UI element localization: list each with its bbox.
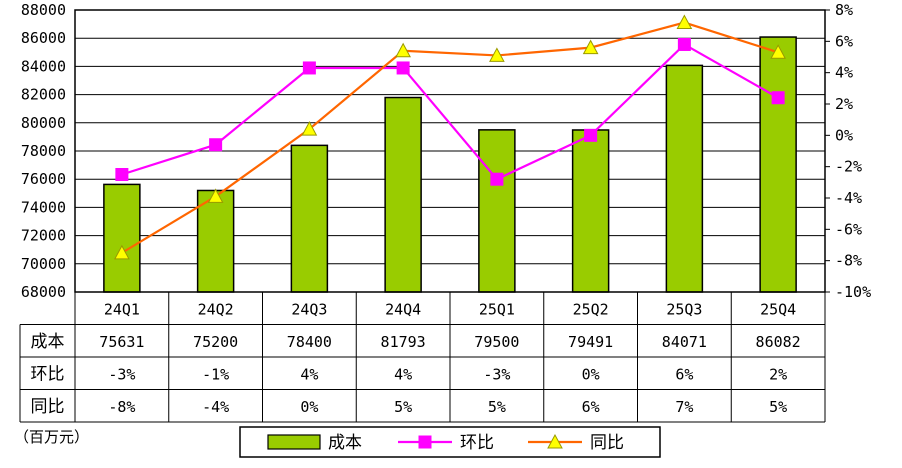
point-qoq xyxy=(490,172,504,186)
point-qoq xyxy=(771,91,785,105)
legend-swatch-cost xyxy=(267,434,321,450)
table-cell: 4% xyxy=(394,365,412,383)
table-cell: -1% xyxy=(202,365,229,383)
table-cell: -3% xyxy=(483,365,510,383)
table-cell: 75631 xyxy=(99,333,144,351)
table-cell: 4% xyxy=(300,365,318,383)
line-qoq xyxy=(121,43,779,181)
category-label: 24Q1 xyxy=(104,300,140,318)
left-axis-ticks: 68000 70000 72000 74000 76000 78000 80000 82000… xyxy=(21,1,66,301)
point-qoq xyxy=(584,128,598,142)
table-row-label: 成本 xyxy=(31,332,65,352)
bar xyxy=(665,64,704,293)
left-tick-label: 82000 xyxy=(21,86,66,104)
table-cell: 5% xyxy=(394,398,412,416)
table-cell: 0% xyxy=(582,365,600,383)
point-qoq xyxy=(302,61,316,75)
right-axis-ticks: -10% -8% -6% -4% -2% 0% 2% 4% 6% 8% xyxy=(825,1,871,301)
table-cell: 78400 xyxy=(287,333,332,351)
right-tick-label: -8% xyxy=(835,252,862,270)
series-lines xyxy=(121,21,779,254)
table-cell: 6% xyxy=(582,398,600,416)
table-cell: 5% xyxy=(769,398,787,416)
legend: 成本 环比 同比 xyxy=(239,426,661,458)
table-cell: 81793 xyxy=(381,333,426,351)
table-cell: 84071 xyxy=(662,333,707,351)
left-tick-label: 86000 xyxy=(21,29,66,47)
point-yoy xyxy=(676,14,693,30)
right-tick-label: 2% xyxy=(835,95,853,113)
table-cell: -8% xyxy=(108,398,135,416)
right-tick-label: 4% xyxy=(835,64,853,82)
line-yoy xyxy=(121,21,779,254)
legend-marker-qoq xyxy=(418,435,432,449)
unit-label: （百万元） xyxy=(14,428,90,446)
point-yoy xyxy=(489,47,505,62)
point-yoy xyxy=(770,44,786,59)
table-cell: 75200 xyxy=(193,333,238,351)
left-tick-label: 76000 xyxy=(21,170,66,188)
series-markers xyxy=(114,14,786,260)
category-label: 24Q4 xyxy=(385,300,421,318)
right-tick-label: -6% xyxy=(835,220,862,238)
category-label: 25Q1 xyxy=(479,300,515,318)
legend-marker-yoy xyxy=(547,433,563,449)
left-tick-label: 84000 xyxy=(21,57,66,75)
table-cell: 7% xyxy=(675,398,693,416)
left-tick-label: 68000 xyxy=(21,283,66,301)
table-cell: -3% xyxy=(108,365,135,383)
table-cell: 79491 xyxy=(568,333,613,351)
left-tick-label: 70000 xyxy=(21,255,66,273)
table-cell: 0% xyxy=(300,398,318,416)
bars xyxy=(103,36,797,293)
data-table: 24Q1 24Q2 24Q3 24Q4 25Q1 25Q2 25Q3 25Q4 成本 75631 7… xyxy=(19,292,826,423)
point-yoy xyxy=(395,42,411,58)
table-cell: 6% xyxy=(675,365,693,383)
category-label: 24Q3 xyxy=(291,300,327,318)
point-qoq xyxy=(209,138,223,152)
legend-label-cost: 成本 xyxy=(328,433,362,453)
table-cell: 86082 xyxy=(756,333,801,351)
table-row-label: 环比 xyxy=(31,364,65,384)
table-cell: 79500 xyxy=(474,333,519,351)
left-tick-label: 88000 xyxy=(21,1,66,19)
table-cell: 5% xyxy=(488,398,506,416)
bar xyxy=(103,183,141,293)
legend-label-qoq: 环比 xyxy=(460,433,494,453)
table-cell: 2% xyxy=(769,365,787,383)
bar xyxy=(759,36,797,293)
right-tick-label: -4% xyxy=(835,189,862,207)
left-tick-label: 80000 xyxy=(21,114,66,132)
point-qoq xyxy=(115,168,129,181)
right-tick-label: 8% xyxy=(835,1,853,19)
bar xyxy=(384,96,422,293)
table-cell: -4% xyxy=(202,398,229,416)
point-qoq xyxy=(396,61,410,75)
point-yoy xyxy=(114,244,130,260)
right-tick-label: -2% xyxy=(835,158,862,176)
left-tick-label: 78000 xyxy=(21,142,66,160)
bar xyxy=(571,129,610,293)
category-label: 25Q2 xyxy=(573,300,609,318)
left-tick-label: 74000 xyxy=(21,198,66,216)
point-yoy xyxy=(207,188,224,203)
category-label: 25Q4 xyxy=(760,300,796,318)
right-tick-label: 0% xyxy=(835,126,853,144)
bar xyxy=(196,189,235,293)
left-tick-label: 72000 xyxy=(21,227,66,245)
point-qoq xyxy=(677,37,691,51)
legend-label-yoy: 同比 xyxy=(590,433,624,453)
category-label: 25Q3 xyxy=(666,300,702,318)
category-label: 24Q2 xyxy=(198,300,234,318)
point-yoy xyxy=(582,39,599,55)
table-row-label: 同比 xyxy=(31,397,65,417)
bar xyxy=(478,129,516,293)
right-tick-label: 6% xyxy=(835,32,853,50)
point-yoy xyxy=(301,121,318,136)
bar xyxy=(290,144,329,293)
right-tick-label: -10% xyxy=(835,283,871,301)
